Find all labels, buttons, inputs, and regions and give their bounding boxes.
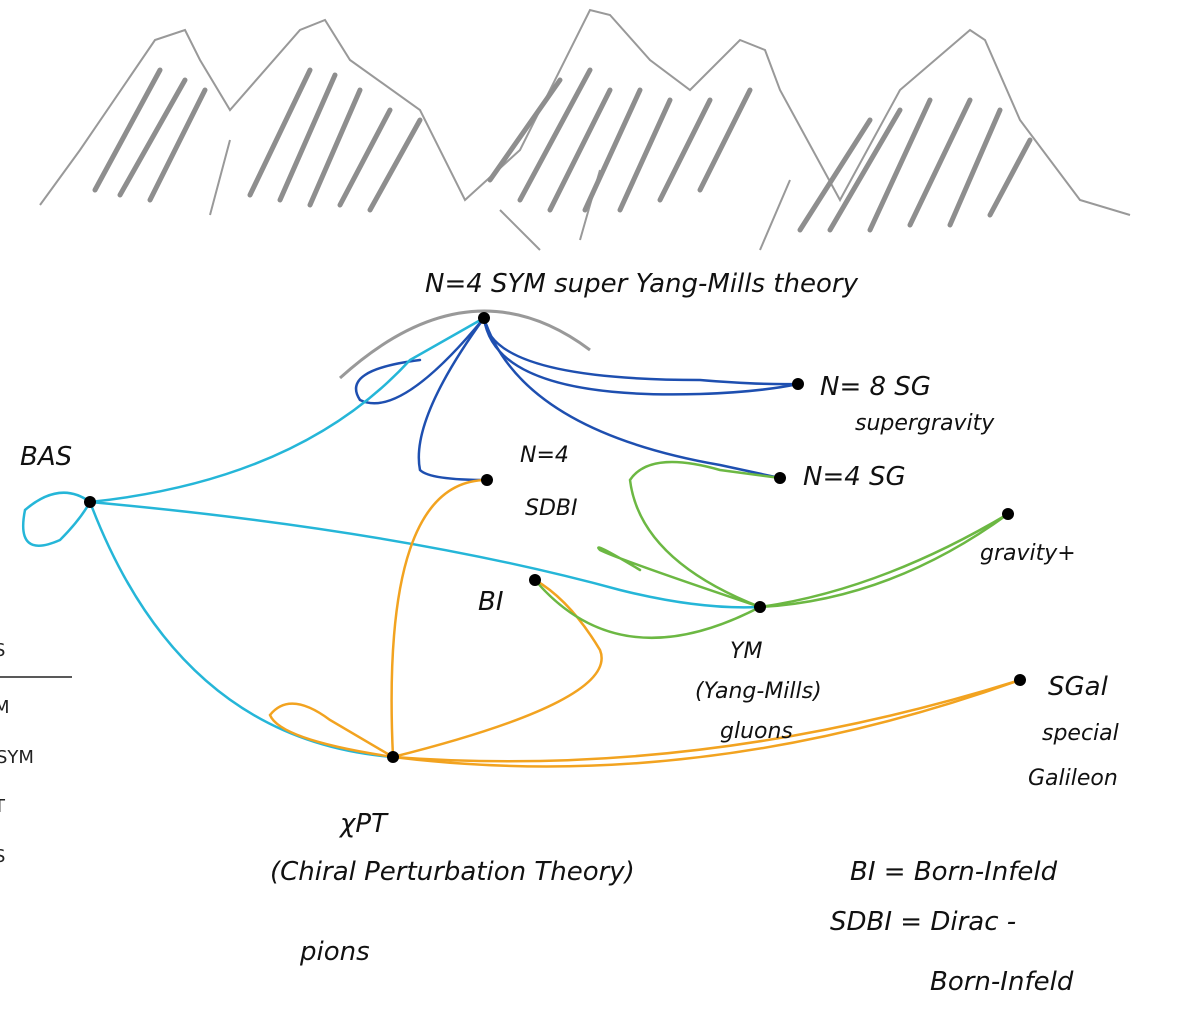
node-dot [481,474,493,486]
node-label: N=4 SYM super Yang-Mills theory [425,269,859,299]
node-dot [478,312,490,324]
node-label: BAS [20,442,72,472]
clipped-list: S M SYM T S [0,640,72,867]
node-sublabel: special [1042,721,1119,746]
node-label: YM [730,639,762,664]
labels: N=4 SYM super Yang-Mills theory N= 8 SG … [20,269,1119,997]
node-dot [1014,674,1026,686]
diagram: N=4 SYM super Yang-Mills theory N= 8 SG … [0,0,1202,1013]
list-item: M [0,697,10,718]
node-sublabel: supergravity [855,411,995,436]
glossary-line: SDBI = Dirac - [830,907,1016,937]
list-item: SYM [0,747,34,768]
list-item: S [0,640,5,661]
glossary-line: BI = Born-Infeld [850,857,1058,887]
node-label: N=4 [520,443,569,468]
node-note: Galileon [1028,766,1118,791]
list-item: S [0,846,5,867]
node-sublabel: (Chiral Perturbation Theory) [270,857,635,887]
node-label: SGal [1048,672,1109,702]
node-dot [529,574,541,586]
node-dot [1002,508,1014,520]
node-dot [387,751,399,763]
node-label: gravity+ [980,541,1076,566]
mountains [40,10,1130,378]
glossary-line: Born-Infeld [930,967,1074,997]
node-dot [792,378,804,390]
list-item: T [0,796,6,817]
node-sublabel: SDBI [525,496,578,521]
node-dot [774,472,786,484]
node-sublabel: (Yang-Mills) [695,679,822,704]
node-label: BI [478,587,504,617]
node-label: N=4 SG [803,462,906,492]
node-label: χPT [338,809,389,839]
node-note: gluons [720,719,793,744]
node-dot [84,496,96,508]
node-dot [754,601,766,613]
node-note: pions [299,937,370,967]
node-label: N= 8 SG [820,372,931,402]
